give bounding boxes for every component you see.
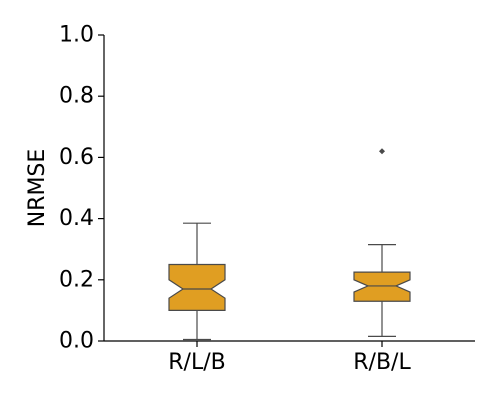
y-tick-label: 0.2	[59, 267, 94, 292]
x-tick-label: R/L/B	[168, 350, 225, 375]
notched-box	[168, 263, 226, 311]
box-1	[353, 148, 411, 338]
boxes-layer	[168, 148, 411, 341]
x-tick-label: R/B/L	[353, 350, 411, 375]
box-0	[168, 222, 226, 341]
y-tick-label: 0.0	[59, 329, 94, 354]
y-tick-label: 0.6	[59, 145, 94, 170]
y-ticks: 0.0 0.2 0.4 0.6 0.8 1.0	[59, 23, 104, 354]
x-ticks: R/L/B R/B/L	[168, 341, 411, 375]
y-tick-label: 1.0	[59, 23, 94, 48]
y-tick-label: 0.8	[59, 84, 94, 109]
y-tick-label: 0.4	[59, 206, 94, 231]
notched-box	[353, 271, 411, 302]
outlier-point	[379, 148, 385, 155]
y-axis-label: NRMSE	[25, 149, 50, 228]
